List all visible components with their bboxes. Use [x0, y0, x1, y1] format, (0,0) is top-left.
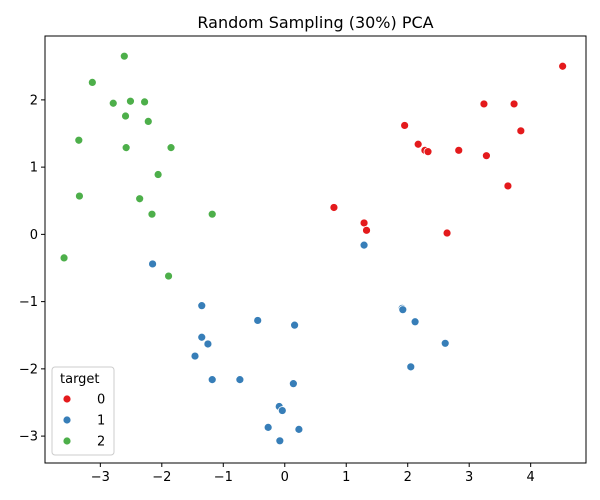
data-point-target-2	[164, 271, 173, 281]
data-point-target-2	[74, 135, 84, 145]
data-point-target-0	[454, 145, 464, 155]
y-tick-label: −1	[19, 295, 38, 310]
legend-title: target	[60, 372, 100, 387]
data-point-target-1	[290, 320, 299, 330]
data-point-target-0	[400, 121, 410, 130]
axes-frame	[44, 35, 587, 464]
data-point-target-2	[147, 209, 157, 219]
y-tick-label: 2	[30, 93, 38, 108]
data-point-target-0	[503, 181, 513, 191]
data-point-target-0	[413, 139, 423, 149]
data-point-target-2	[59, 253, 69, 263]
x-tick-label: 1	[342, 470, 350, 485]
data-point-target-0	[479, 99, 489, 109]
y-tick-label: 0	[30, 228, 38, 243]
y-tick-label: −3	[19, 430, 38, 445]
data-point-target-1	[277, 406, 287, 415]
data-point-target-2	[207, 209, 217, 219]
legend-marker-2	[62, 436, 72, 446]
data-point-target-0	[329, 203, 339, 212]
x-tick-label: −1	[214, 470, 233, 485]
data-point-target-1	[275, 436, 285, 446]
data-point-target-2	[87, 77, 97, 87]
data-point-target-2	[166, 143, 176, 153]
legend-items: 0 1 2	[62, 393, 105, 450]
data-point-target-2	[121, 111, 130, 121]
y-tick-label: 1	[30, 161, 38, 176]
x-tick-label: −2	[152, 470, 171, 485]
data-point-target-2	[126, 96, 135, 106]
y-axis: −3 −2 −1 0 1 2	[19, 93, 45, 445]
data-point-target-2	[153, 170, 163, 179]
data-point-target-0	[362, 225, 371, 235]
data-point-target-1	[197, 332, 207, 342]
data-point-target-0	[558, 61, 568, 71]
data-point-target-0	[509, 99, 519, 109]
data-point-target-1	[294, 424, 304, 434]
data-point-target-0	[516, 126, 526, 136]
x-tick-label: 0	[281, 470, 289, 485]
data-point-target-1	[148, 259, 157, 269]
data-point-target-1	[253, 316, 263, 325]
data-point-target-1	[207, 375, 217, 385]
data-point-target-1	[359, 240, 369, 250]
x-axis: −3 −2 −1 0 1 2 3 4	[91, 463, 535, 485]
legend-label-1: 1	[97, 414, 105, 429]
data-point-target-0	[423, 147, 433, 157]
data-point-target-1	[410, 317, 420, 327]
data-point-target-1	[406, 362, 416, 372]
data-point-target-0	[442, 228, 452, 238]
data-point-target-2	[75, 191, 84, 201]
points-layer	[59, 51, 568, 446]
x-tick-label: −3	[91, 470, 110, 485]
data-point-target-1	[235, 375, 245, 385]
x-tick-label: 2	[404, 470, 412, 485]
chart-title: Random Sampling (30%) PCA	[197, 13, 433, 32]
y-tick-label: −2	[19, 362, 38, 377]
data-point-target-1	[440, 338, 450, 348]
data-point-target-0	[359, 218, 369, 228]
data-point-target-2	[119, 51, 129, 61]
x-tick-label: 4	[527, 470, 535, 485]
legend-marker-0	[62, 394, 72, 404]
data-point-target-2	[140, 97, 149, 107]
data-point-target-2	[135, 194, 145, 204]
data-point-target-0	[482, 151, 491, 161]
legend: target 0 1 2	[51, 366, 115, 456]
data-point-target-2	[121, 143, 131, 153]
data-point-target-1	[203, 339, 213, 349]
data-point-target-1	[190, 351, 200, 361]
data-point-target-1	[197, 301, 207, 311]
legend-label-2: 2	[97, 435, 105, 450]
legend-box	[51, 366, 115, 456]
x-tick-label: 3	[465, 470, 473, 485]
data-point-target-1	[398, 305, 408, 315]
data-point-target-1	[288, 379, 298, 389]
legend-label-0: 0	[97, 393, 105, 408]
data-point-target-2	[108, 98, 118, 108]
data-point-target-2	[143, 117, 153, 126]
legend-marker-1	[62, 415, 72, 425]
data-point-target-1	[263, 422, 273, 432]
